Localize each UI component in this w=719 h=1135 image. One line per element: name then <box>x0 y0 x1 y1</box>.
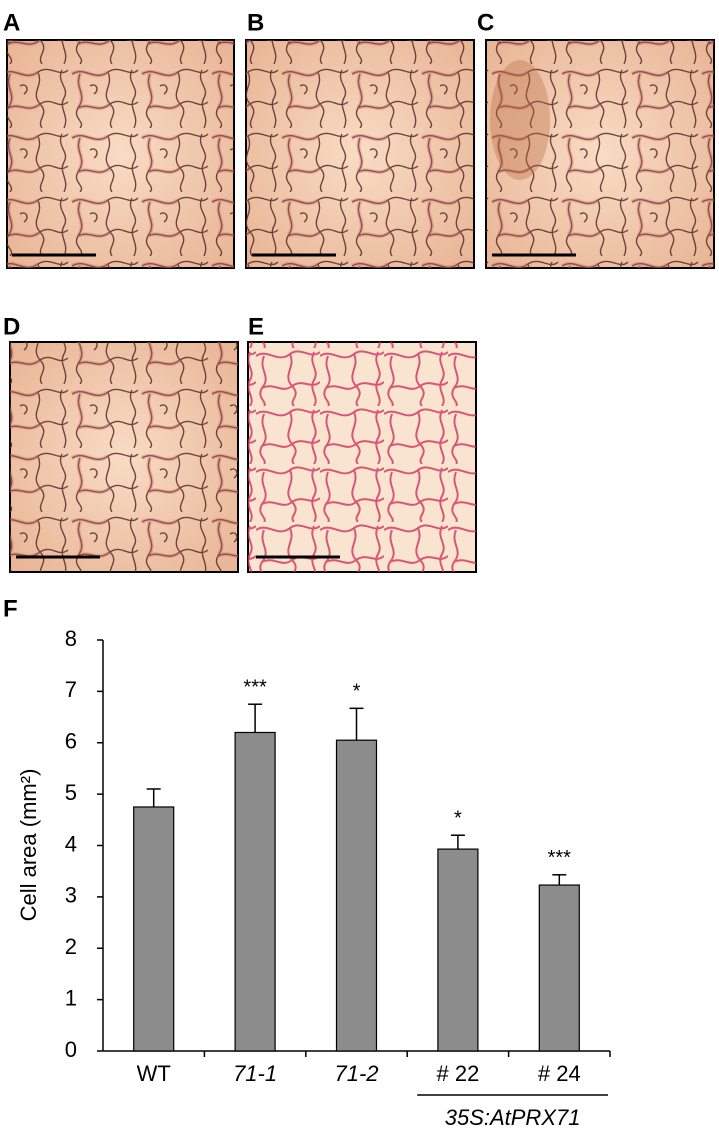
micrograph-e <box>247 341 477 573</box>
y-tick-label: 2 <box>65 934 77 959</box>
y-tick-label: 6 <box>65 729 77 754</box>
micrograph-b <box>245 39 475 269</box>
micrograph-d <box>9 341 239 573</box>
y-tick-label: 8 <box>65 626 77 651</box>
y-axis-title: Cell area (mm²) <box>16 769 41 922</box>
panel-label: A <box>3 9 20 36</box>
group-label: 35S:AtPRX71 <box>445 1105 581 1130</box>
x-tick-label: # 22 <box>436 1061 479 1086</box>
bar <box>234 731 276 1052</box>
micrograph-a <box>6 39 235 269</box>
y-tick-label: 5 <box>65 780 77 805</box>
micrograph-c <box>485 39 715 269</box>
y-tick-label: 3 <box>65 883 77 908</box>
bar <box>538 884 580 1052</box>
y-tick-label: 7 <box>65 677 77 702</box>
panel-label: B <box>247 9 264 36</box>
y-tick-label: 4 <box>65 831 77 856</box>
panel-label: D <box>3 313 20 340</box>
x-tick-label: 71-1 <box>233 1061 277 1086</box>
bar <box>335 739 378 1052</box>
significance-label: *** <box>548 847 572 869</box>
bar <box>133 806 175 1052</box>
significance-label: * <box>454 808 462 830</box>
bar <box>437 848 479 1052</box>
x-tick-label: # 24 <box>538 1061 581 1086</box>
y-tick-label: 0 <box>65 1037 77 1062</box>
x-tick-label: WT <box>137 1061 171 1086</box>
panel-label: E <box>248 313 264 340</box>
panel-label: C <box>477 9 494 36</box>
significance-label: * <box>353 681 361 703</box>
x-tick-label: 71-2 <box>334 1061 378 1086</box>
y-tick-label: 1 <box>65 985 77 1010</box>
panel-label: F <box>3 595 18 622</box>
significance-label: *** <box>243 677 267 699</box>
